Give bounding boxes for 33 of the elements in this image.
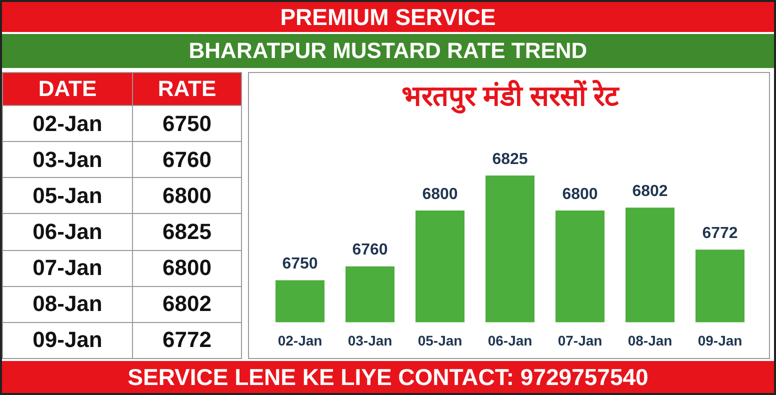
data-label: 6800 — [132, 250, 242, 286]
category-label: 07-Jan — [2, 250, 133, 286]
data-label: 6825 — [132, 214, 242, 250]
category-label: 05-Jan — [2, 178, 133, 214]
data-label: 6800 — [562, 186, 598, 203]
data-label: 6760 — [132, 142, 242, 178]
x-tick-label: 06-Jan — [488, 332, 532, 348]
data-label: 6750 — [282, 256, 318, 273]
subheader-banner: BHARATPUR MUSTARD RATE TREND — [2, 34, 774, 68]
category-label: 03-Jan — [2, 142, 133, 178]
data-label: 6802 — [132, 286, 242, 322]
category-label: 06-Jan — [2, 214, 133, 250]
chart-title: भरतपुर मंडी सरसों रेट — [401, 80, 620, 114]
x-tick-label: 08-Jan — [628, 332, 672, 348]
header-banner: PREMIUM SERVICE — [2, 2, 774, 32]
category-label: 02-Jan — [2, 106, 133, 142]
category-label: 08-Jan — [2, 286, 133, 322]
x-tick-label: 05-Jan — [418, 332, 462, 348]
footer-banner: SERVICE LENE KE LIYE CONTACT: 9729757540 — [2, 361, 774, 393]
data-label: 6750 — [132, 106, 242, 142]
text: RATE — [132, 72, 242, 106]
x-tick-label: 09-Jan — [698, 332, 742, 348]
x-tick-label: 07-Jan — [558, 332, 602, 348]
text: DATE — [2, 72, 133, 106]
data-label: 6800 — [422, 186, 458, 203]
data-label: 6772 — [702, 224, 738, 242]
data-label: 6760 — [352, 242, 388, 259]
x-tick-label: 03-Jan — [348, 332, 392, 348]
data-label: 6802 — [632, 183, 668, 200]
x-tick-label: 02-Jan — [278, 332, 322, 348]
data-label: 6772 — [132, 322, 242, 358]
data-label: 6800 — [132, 178, 242, 214]
data-label: 6825 — [492, 150, 528, 168]
